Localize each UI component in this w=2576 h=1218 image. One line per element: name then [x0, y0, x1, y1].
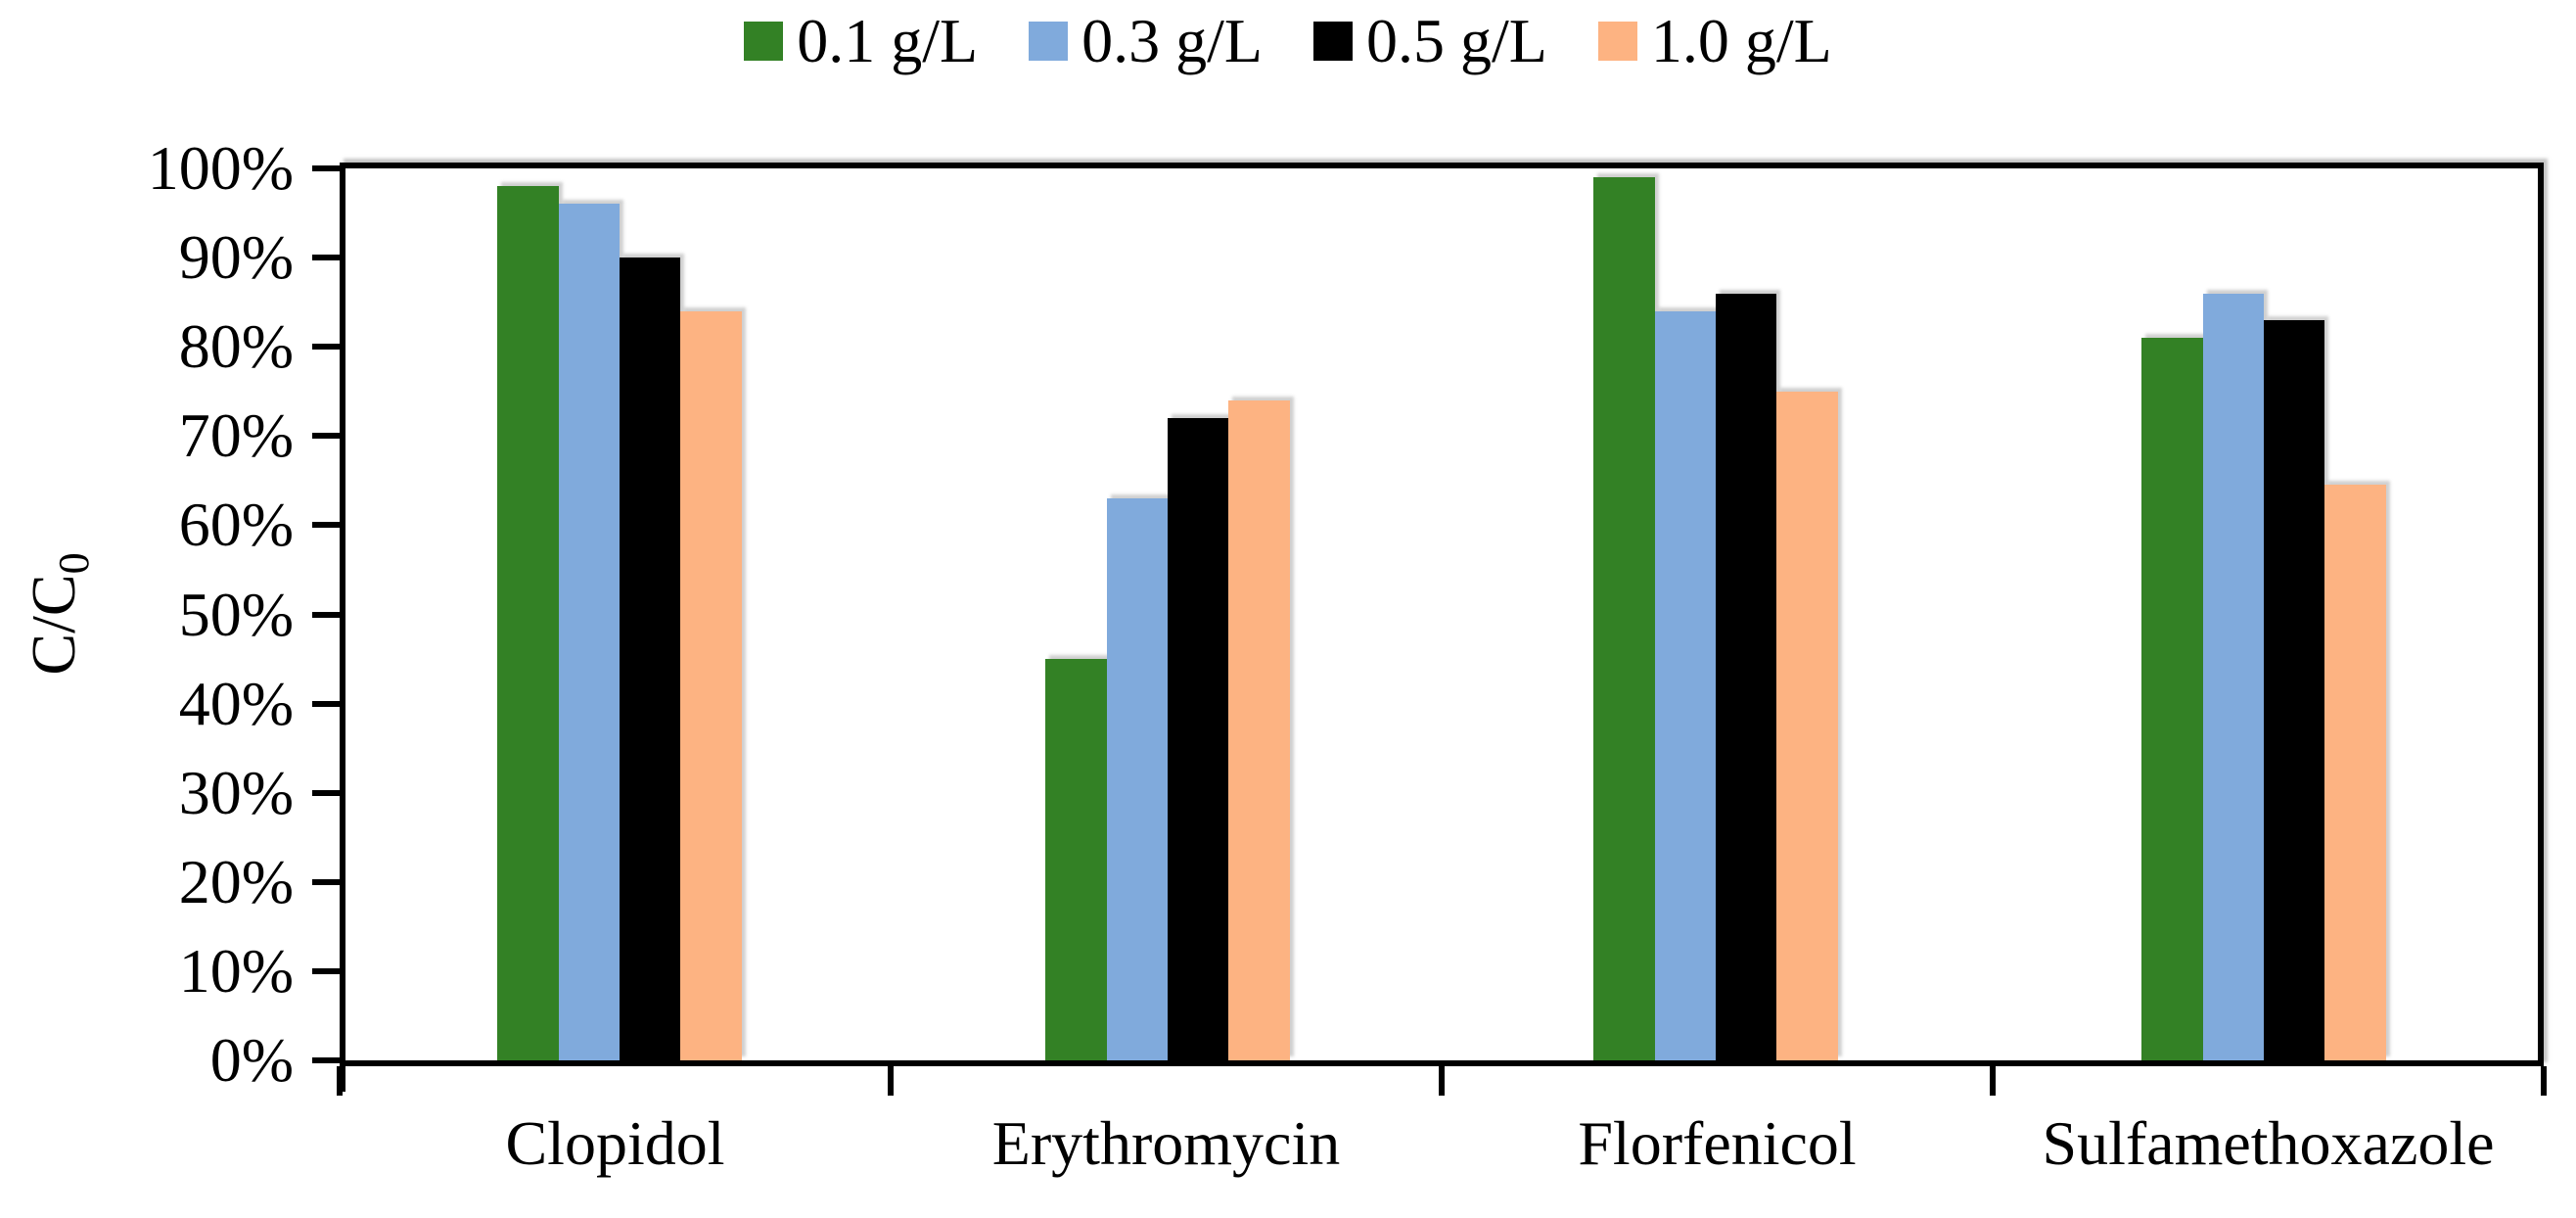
bar-erythromycin-0-3-g-l [1106, 498, 1168, 1060]
bar-erythromycin-0-1-g-l [1045, 659, 1107, 1060]
x-tick-mark [888, 1066, 894, 1096]
legend-label: 0.5 g/L [1366, 6, 1547, 75]
bar-group-sulfamethoxazole [1990, 168, 2538, 1060]
y-tick-label: 0% [209, 1025, 294, 1095]
legend-swatch-icon [1313, 22, 1353, 61]
y-tick-mark [312, 611, 340, 618]
y-tick-mark [312, 967, 340, 974]
chart-legend: 0.1 g/L 0.3 g/L 0.5 g/L 1.0 g/L [0, 4, 2576, 78]
y-tick-label: 30% [178, 757, 294, 827]
bar-group-florfenicol [1442, 168, 1990, 1060]
bar-clopidol-0-5-g-l [620, 258, 681, 1060]
bar-clopidol-1-0-g-l [680, 310, 742, 1060]
x-tick-mark [1439, 1066, 1445, 1096]
y-tick-label: 40% [178, 668, 294, 738]
bar-erythromycin-1-0-g-l [1228, 399, 1290, 1060]
legend-label: 0.3 g/L [1081, 6, 1263, 75]
legend-item-1-0-g-l: 1.0 g/L [1597, 4, 1832, 78]
legend-item-0-5-g-l: 0.5 g/L [1313, 4, 1547, 78]
bar-cluster [497, 168, 742, 1060]
x-tick-mark [337, 1066, 343, 1096]
y-tick-label: 60% [178, 490, 294, 560]
x-axis-category-labels: Clopidol Erythromycin Florfenicol Sulfameth… [340, 1104, 2544, 1189]
y-tick-mark [312, 165, 340, 171]
bar-florfenicol-0-3-g-l [1654, 310, 1716, 1060]
x-tick-mark [2541, 1066, 2547, 1096]
legend-item-0-1-g-l: 0.1 g/L [744, 4, 978, 78]
x-category-label-sulfamethoxazole: Sulfamethoxazole [2042, 1108, 2495, 1178]
y-axis-tick-labels: 100% 90% 80% 70% 60% 50% 40% 30% 20% 10% 0% [0, 137, 301, 1092]
y-tick-mark [312, 522, 340, 529]
y-tick-label: 70% [178, 400, 294, 471]
y-tick-mark [312, 433, 340, 440]
bar-sulfamethoxazole-0-5-g-l [2264, 319, 2325, 1060]
legend-label: 0.1 g/L [797, 6, 979, 75]
y-tick-label: 20% [178, 846, 294, 916]
y-tick-label: 90% [178, 222, 294, 293]
bar-florfenicol-1-0-g-l [1776, 391, 1838, 1060]
bar-erythromycin-0-5-g-l [1168, 418, 1229, 1060]
plot-area [340, 163, 2544, 1066]
legend-label: 1.0 g/L [1650, 6, 1832, 75]
y-tick-label: 50% [178, 579, 294, 649]
bar-sulfamethoxazole-0-1-g-l [2141, 338, 2203, 1060]
y-tick-label: 80% [178, 311, 294, 382]
bar-cluster [1593, 168, 1838, 1060]
y-tick-label: 10% [178, 935, 294, 1006]
bar-group-clopidol [345, 168, 894, 1060]
y-axis-line-stub [340, 1060, 345, 1092]
bar-cluster [2141, 168, 2386, 1060]
legend-swatch-icon [1597, 22, 1637, 61]
legend-swatch-icon [1029, 22, 1069, 61]
bar-group-erythromycin [894, 168, 1442, 1060]
x-tick-mark [1990, 1066, 1996, 1096]
x-axis-tick-marks [337, 1066, 2547, 1096]
bar-sulfamethoxazole-1-0-g-l [2324, 485, 2386, 1060]
y-tick-label: 100% [147, 133, 294, 203]
y-tick-mark [312, 789, 340, 796]
bar-florfenicol-0-5-g-l [1716, 293, 1777, 1060]
y-tick-mark [312, 1057, 340, 1063]
bar-sulfamethoxazole-0-3-g-l [2202, 293, 2264, 1060]
y-tick-mark [312, 700, 340, 707]
x-category-label-florfenicol: Florfenicol [1578, 1108, 1857, 1178]
y-tick-mark [312, 344, 340, 351]
bar-clopidol-0-3-g-l [558, 204, 620, 1060]
legend-swatch-icon [744, 22, 784, 61]
bar-cluster [1045, 168, 1290, 1060]
y-axis-tick-marks [312, 165, 340, 1063]
bar-florfenicol-0-1-g-l [1593, 177, 1655, 1060]
legend-item-0-3-g-l: 0.3 g/L [1029, 4, 1263, 78]
x-category-label-clopidol: Clopidol [505, 1108, 725, 1178]
y-tick-mark [312, 878, 340, 885]
x-category-label-erythromycin: Erythromycin [991, 1108, 1341, 1178]
bar-clopidol-0-1-g-l [497, 186, 559, 1060]
y-tick-mark [312, 255, 340, 261]
